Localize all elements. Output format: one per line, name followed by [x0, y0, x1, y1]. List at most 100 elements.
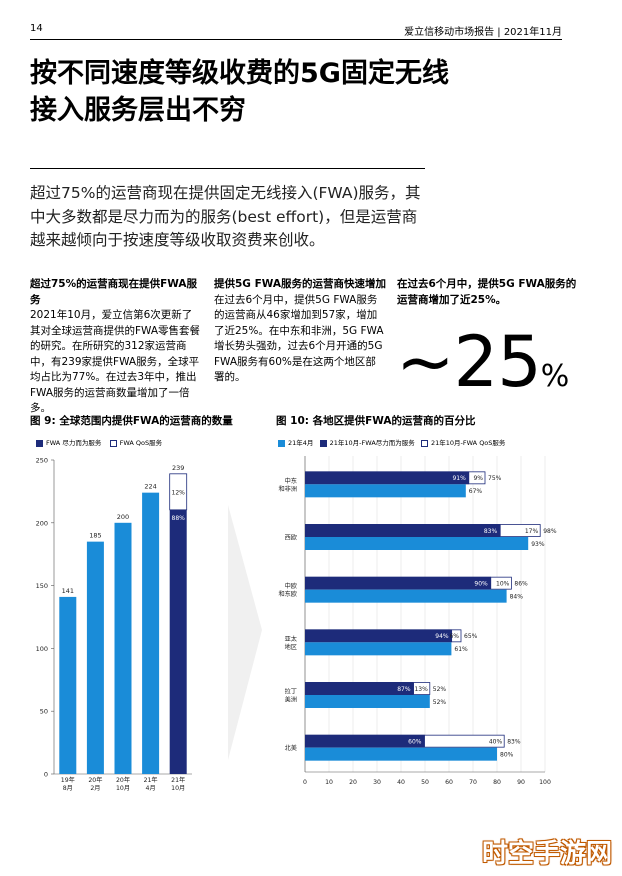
fig10-region-label: 和非洲 [278, 485, 297, 493]
fig10-region-label: 亚太 [285, 635, 297, 643]
fig9-ytick-label: 200 [36, 519, 48, 527]
fig9-category-label: 19年 [61, 776, 75, 784]
column-2: 提供5G FWA服务的运营商快速增加 在过去6个月中，提供5G FWA服务的运营… [214, 277, 386, 386]
page-title: 按不同速度等级收费的5G固定无线接入服务层出不穷 [30, 58, 449, 126]
header-rule [30, 39, 562, 40]
fig10-region-label: 西欧 [285, 534, 297, 542]
fig10-apr21-label: 84% [510, 593, 524, 600]
fig9-value-label: 141 [62, 587, 74, 595]
fig10-bar-best-effort [305, 576, 491, 590]
fig9-value-label: 200 [117, 513, 129, 521]
big-stat-unit: % [540, 359, 569, 394]
fig9-category-label-line2: 10月 [171, 785, 185, 792]
column-2-heading: 提供5G FWA服务的运营商快速增加 [214, 278, 386, 290]
fig10-bar-best-effort [305, 682, 414, 695]
fig10-bar-best-effort [305, 524, 501, 537]
fig10-apr21-label: 80% [500, 751, 514, 758]
fig10-bar-qos [413, 682, 431, 695]
fig10-qos-label: 13% [414, 686, 428, 693]
fig10-xtick-label: 40 [397, 779, 405, 786]
fig9-qos-pct-label: 12% [172, 489, 186, 496]
fig9-title: 图 9: 全球范围内提供FWA的运营商的数量 [30, 415, 233, 427]
fig10-best-effort-label: 90% [474, 580, 488, 587]
fig10-xtick-label: 20 [349, 779, 357, 786]
fig9-chart: 05010015020025014119年8月18520年2月20020年10月… [36, 457, 192, 792]
fig9-value-label: 224 [144, 483, 156, 491]
fig9-category-label-line2: 8月 [63, 785, 73, 792]
column-3: 在过去6个月中，提供5G FWA服务的运营商增加了近25%。 [397, 277, 577, 308]
fig10-xtick-label: 70 [469, 779, 477, 786]
fig9-bar [59, 596, 77, 774]
fig10-apr21-label: 61% [454, 646, 468, 653]
fig10-bar-qos [451, 629, 462, 643]
fig10-legend-item-1: 21年4月 [278, 439, 313, 447]
fig9-ytick-label: 50 [40, 708, 48, 716]
column-3-heading: 在过去6个月中，提供5G FWA服务的运营商增加了近25%。 [397, 278, 577, 306]
fig10-region-label: 和东欧 [278, 590, 297, 598]
fig10-bar-qos [424, 734, 505, 748]
big-stat: ~25% [396, 321, 569, 417]
fig10-region-label: 拉丁 [285, 688, 297, 696]
fig10-xtick-label: 100 [539, 779, 551, 786]
fig9-category-label: 21年 [171, 776, 185, 784]
fig10-best-effort-label: 91% [452, 475, 466, 482]
big-stat-number: 25 [453, 321, 542, 403]
fig10-best-effort-label: 94% [435, 633, 449, 640]
fig9-value-label: 185 [89, 532, 101, 540]
fig9-category-label: 20年 [116, 776, 130, 784]
big-stat-prefix: ~ [396, 321, 455, 403]
fig9-category-label: 20年 [88, 776, 102, 784]
fig10-qos-label: 10% [496, 580, 510, 587]
fig10-apr21-label: 67% [469, 488, 483, 495]
column-1-heading: 超过75%的运营商现在提供FWA服务 [30, 278, 198, 306]
fig10-region-label: 中东 [285, 477, 297, 485]
fig10-xtick-label: 0 [303, 779, 307, 786]
fig10-bar-apr21 [305, 747, 497, 761]
fig10-qos-label: 40% [489, 738, 503, 745]
fig10-oct21-total-label: 75% [488, 475, 502, 482]
fig10-legend-item-2: 21年10月-FWA尽力而为服务 [319, 439, 415, 447]
fig10-oct21-total-label: 83% [507, 738, 521, 745]
fig10-apr21-label: 93% [531, 541, 545, 548]
fig9-category-label-line2: 4月 [146, 785, 156, 792]
fig10-oct21-total-label: 86% [514, 580, 528, 587]
column-2-body: 在过去6个月中，提供5G FWA服务的运营商从46家增加到57家，增加了近25%… [214, 293, 384, 384]
fig10-chart: 0 10 20 30 40 50 60 70 80 90 100 91% 9% 75% 67% 中东和非洲 83… [278, 456, 557, 786]
fig9-category-label-line2: 10月 [116, 785, 130, 792]
fig10-xtick-label: 90 [517, 779, 525, 786]
fig10-bar-best-effort [305, 629, 452, 643]
watermark: 时空手游网 [481, 839, 612, 869]
fig10-region-label: 美洲 [285, 696, 297, 704]
fig10-qos-label: 6% [449, 633, 459, 640]
fig10-title: 图 10: 各地区提供FWA的运营商的百分比 [276, 415, 476, 427]
report-title: 爱立信移动市场报告 | 2021年11月 [404, 27, 562, 38]
fig9-bar [142, 492, 160, 774]
fig10-bar-apr21 [305, 642, 452, 656]
fig10-xtick-label: 60 [445, 779, 453, 786]
fig9-bar [114, 522, 132, 774]
fig10-xtick-label: 30 [373, 779, 381, 786]
column-1-body: 2021年10月，爱立信第6次更新了其对全球运营商提供的FWA零售套餐的研究。在… [30, 309, 201, 414]
fig9-legend-item-1: FWA 尽力而为服务 [36, 439, 101, 447]
fig10-bar-apr21 [305, 695, 430, 708]
fig10-qos-label: 17% [525, 528, 539, 535]
fig10-bar-apr21 [305, 589, 507, 603]
fig10-best-effort-label: 60% [408, 738, 422, 745]
column-1: 超过75%的运营商现在提供FWA服务 2021年10月，爱立信第6次更新了其对全… [30, 277, 202, 417]
fig9-category-label: 21年 [144, 776, 158, 784]
fig9-bar [86, 541, 104, 774]
fig10-region-label: 中欧 [285, 582, 297, 590]
fig10-bar-apr21 [305, 537, 529, 550]
fig10-best-effort-label: 83% [484, 528, 498, 535]
fig10-region-label: 地区 [285, 643, 297, 651]
fig10-oct21-total-label: 98% [543, 528, 557, 535]
fig9-legend-item-2: FWA QoS服务 [109, 439, 162, 447]
fig10-bar-qos [468, 471, 486, 485]
fig9-ytick-label: 0 [44, 771, 48, 779]
fig10-legend-item-3: 21年10月-FWA QoS服务 [420, 439, 505, 447]
fig9-value-label: 239 [172, 464, 184, 472]
fig10-qos-label: 9% [473, 475, 483, 482]
page-number: 14 [30, 23, 43, 34]
title-rule [30, 168, 425, 169]
